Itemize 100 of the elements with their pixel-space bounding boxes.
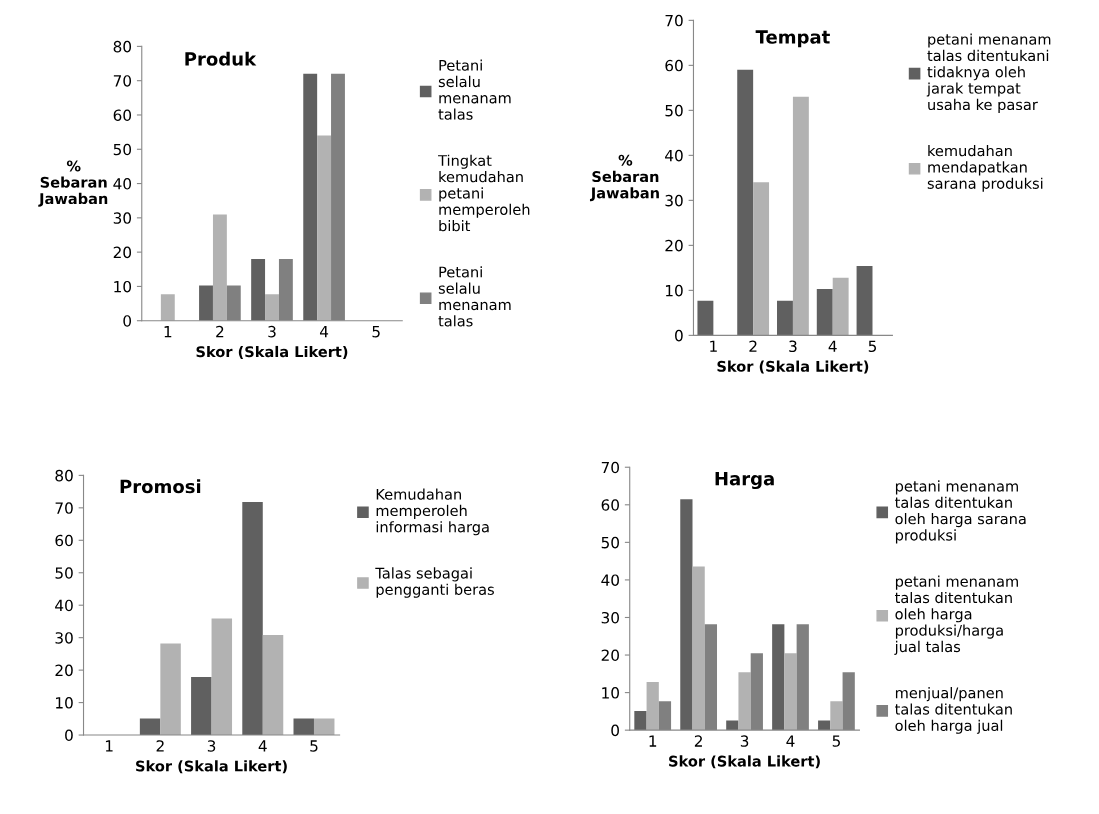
x-tick-label: 4 xyxy=(828,340,837,352)
x-tick-label: 1 xyxy=(710,340,717,352)
y-tick-label: 10 xyxy=(114,280,132,293)
y-tick-label: 70 xyxy=(55,502,73,514)
y-tick-label: 10 xyxy=(665,284,683,297)
bar xyxy=(265,294,279,321)
bar xyxy=(199,285,213,321)
bar xyxy=(634,711,647,731)
x-tick-label: 5 xyxy=(832,735,840,747)
bar xyxy=(692,566,705,731)
bar xyxy=(293,718,314,736)
x-tick-label: 2 xyxy=(749,340,757,352)
text: Tempat xyxy=(755,30,830,48)
bar xyxy=(242,501,263,736)
bar xyxy=(816,289,833,336)
x-tick-label: 2 xyxy=(694,735,702,747)
bar xyxy=(160,294,175,321)
bar xyxy=(777,300,793,336)
x-tick-label: 1 xyxy=(649,735,657,747)
bar xyxy=(160,643,181,736)
x-tick-label: 1 xyxy=(105,740,113,752)
y-tick-label: 70 xyxy=(665,14,683,27)
bar xyxy=(697,300,714,336)
y-tick-label: 30 xyxy=(601,611,619,624)
x-tick-label: 3 xyxy=(740,735,749,747)
y-axis-title: % Sebaran Jawaban xyxy=(38,160,108,207)
bar xyxy=(792,96,809,336)
x-tick-label: 4 xyxy=(319,326,329,338)
x-axis-title: Skor (Skala Likert) xyxy=(669,755,820,769)
bar xyxy=(251,258,266,321)
x-axis-title: Skor (Skala Likert) xyxy=(717,360,869,374)
legend-label: petani menanam talas ditentukan oleh harga produksi/harga jual talas xyxy=(894,575,1018,655)
y-tick-label: 20 xyxy=(665,239,683,252)
y-tick-label: 20 xyxy=(601,649,619,662)
x-tick-label: 3 xyxy=(268,325,276,338)
y-tick-label: 50 xyxy=(113,143,132,156)
x-tick-label: 5 xyxy=(868,340,877,353)
bar xyxy=(772,624,785,731)
chart-title: Promosi xyxy=(120,479,201,494)
x-axis-title: Skor (Skala Likert) xyxy=(196,345,348,359)
y-tick-label: 0 xyxy=(675,329,683,342)
x-tick-label: 4 xyxy=(258,740,267,752)
y-tick-label: 60 xyxy=(113,109,132,121)
x-tick-label: 3 xyxy=(789,340,797,353)
bar xyxy=(726,720,739,731)
y-tick-label: 0 xyxy=(123,315,132,327)
bar xyxy=(303,73,318,321)
y-tick-label: 70 xyxy=(113,75,132,87)
bar xyxy=(262,635,284,736)
y-tick-label: 30 xyxy=(55,632,73,644)
legend-label: Kemudahan memperoleh informasi harga xyxy=(376,488,489,536)
y-tick-label: 10 xyxy=(56,697,73,709)
bar xyxy=(139,718,161,736)
x-tick-label: 5 xyxy=(372,326,380,338)
y-tick-label: 40 xyxy=(113,178,132,190)
y-tick-label: 20 xyxy=(55,664,73,677)
bar xyxy=(830,701,843,731)
bar xyxy=(313,718,335,736)
bar xyxy=(317,135,332,321)
y-tick-label: 40 xyxy=(601,574,619,586)
bar xyxy=(646,682,659,731)
bar xyxy=(784,653,797,731)
bar xyxy=(753,182,770,336)
bar xyxy=(191,676,212,736)
x-tick-label: 3 xyxy=(207,740,216,752)
y-tick-label: 0 xyxy=(65,729,73,742)
y-tick-label: 50 xyxy=(665,104,683,117)
y-tick-label: 80 xyxy=(55,469,73,482)
bar xyxy=(738,672,751,731)
legend-label: petani menanam talas ditentukan oleh harga sarana produksi xyxy=(895,480,1026,544)
x-tick-label: 4 xyxy=(786,735,795,747)
y-tick-label: 30 xyxy=(665,194,683,207)
x-tick-label: 2 xyxy=(216,325,224,338)
x-axis-title: Skor (Skala Likert) xyxy=(136,760,287,774)
bar xyxy=(832,277,849,336)
bar xyxy=(737,69,754,336)
y-tick-label: 60 xyxy=(55,534,73,547)
y-axis-title: % Sebaran Jawaban xyxy=(589,154,659,202)
bar xyxy=(211,618,233,736)
y-tick-label: 50 xyxy=(55,567,73,579)
y-tick-label: 10 xyxy=(602,687,619,699)
legend-label: Petani selalu menanam talas xyxy=(438,266,511,327)
y-tick-label: 40 xyxy=(55,599,73,612)
y-tick-label: 70 xyxy=(601,461,619,474)
bar xyxy=(818,720,831,731)
legend-label: Tingkat kemudahan petani memperoleh bibit xyxy=(438,154,530,232)
x-tick-label: 2 xyxy=(156,740,164,752)
y-tick-label: 40 xyxy=(665,149,683,162)
legend-label: menjual/panen talas ditentukan oleh harga jual xyxy=(895,687,1012,734)
y-tick-label: 20 xyxy=(113,246,132,259)
legend-label: kemudahan mendapatkan sarana produksi xyxy=(927,144,1043,192)
y-tick-label: 50 xyxy=(601,536,619,549)
y-tick-label: 60 xyxy=(601,499,619,511)
y-tick-label: 0 xyxy=(611,724,619,737)
legend-label: Petani selalu menanam talas xyxy=(438,59,511,120)
bar xyxy=(212,214,227,321)
y-tick-label: 30 xyxy=(113,212,132,224)
chart-title: Harga xyxy=(715,472,774,490)
chart-title: Produk xyxy=(185,51,257,66)
legend-label: Talas sebagai pengganti beras xyxy=(375,567,494,598)
